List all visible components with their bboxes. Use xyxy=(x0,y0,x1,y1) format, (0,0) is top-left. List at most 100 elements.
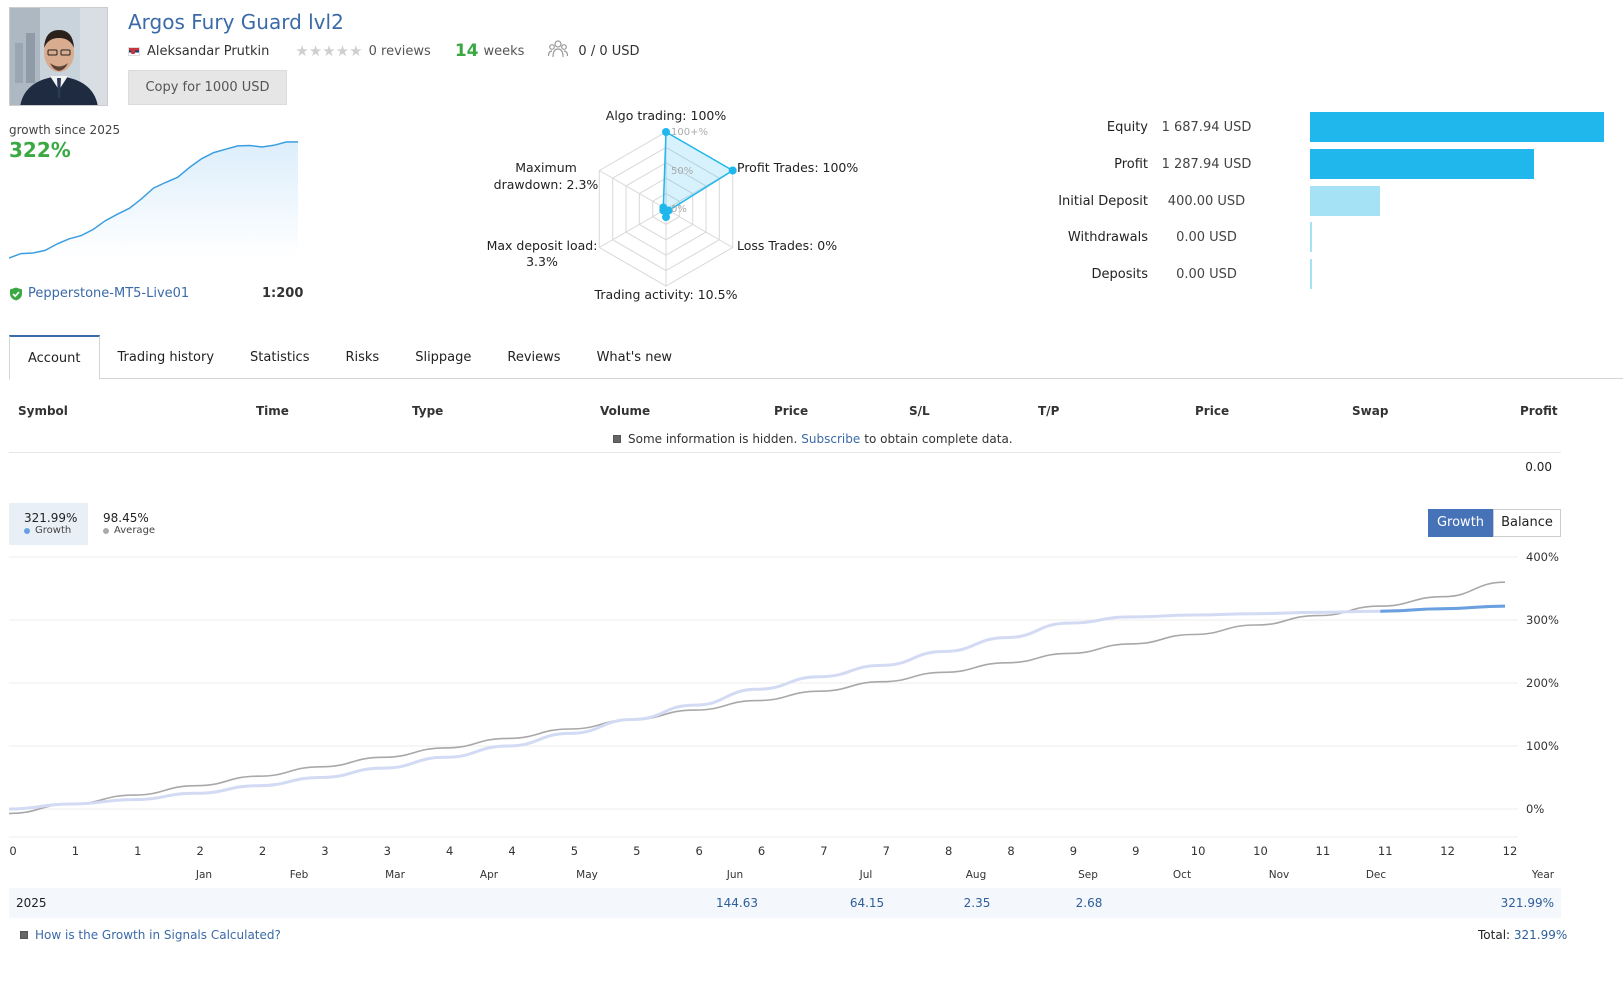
radar-axis xyxy=(599,170,667,210)
total-value: 321.99% xyxy=(1513,928,1568,942)
tab-account[interactable]: Account xyxy=(9,335,100,380)
author-name[interactable]: Aleksandar Prutkin xyxy=(147,43,270,59)
year-total-value: 321.99% xyxy=(1500,896,1554,910)
signal-meta: Aleksandar Prutkin ★★★★★ 0 reviews 14 we… xyxy=(128,40,640,61)
month-label: Oct xyxy=(1173,869,1191,881)
radar-scale-0: 0% xyxy=(671,204,687,215)
growth-calc-link-text[interactable]: How is the Growth in Signals Calculated? xyxy=(35,928,281,942)
balance-row: Profit 1 287.94 USD xyxy=(1040,149,1534,179)
balance-row: Deposits 0.00 USD xyxy=(1040,259,1312,289)
tab-reviews[interactable]: Reviews xyxy=(507,349,561,365)
column-header[interactable]: S/L xyxy=(909,404,930,418)
column-header[interactable]: Price xyxy=(1195,404,1230,418)
broker-name[interactable]: Pepperstone-MT5-Live01 xyxy=(28,286,190,301)
weeks-count: 14 xyxy=(454,41,479,61)
verified-shield-icon xyxy=(10,287,22,300)
balance-bar[interactable] xyxy=(1310,112,1604,142)
mini-growth-area xyxy=(9,141,298,258)
growth-chart[interactable]: 400%300%200%100%0% 0 1 1 2 2 3 3 4 4 5 5 6 6 7 7 8 8 9 9 10… xyxy=(0,545,1623,885)
x-tick-label: 0 xyxy=(9,844,16,858)
balance-bar[interactable] xyxy=(1310,222,1312,252)
signal-title[interactable]: Argos Fury Guard lvl2 xyxy=(128,10,344,34)
x-tick-label: 1 xyxy=(72,844,79,858)
y-tick-label: 100% xyxy=(1526,739,1559,753)
x-tick-label: 1 xyxy=(134,844,141,858)
balance-toggle-button[interactable]: Balance xyxy=(1493,509,1561,537)
legend-growth-value: 321.99% xyxy=(24,511,78,525)
column-header[interactable]: Profit xyxy=(1520,404,1558,418)
growth-since-label: growth since 2025 xyxy=(9,123,121,137)
column-header[interactable]: Time xyxy=(256,404,289,418)
month-label: Year xyxy=(1531,869,1555,881)
column-header[interactable]: Price xyxy=(774,404,809,418)
month-label: Jul xyxy=(859,869,873,881)
growth-series-recent-line xyxy=(1380,604,1506,613)
chart-x-ticks: 0 1 1 2 2 3 3 4 4 5 5 6 6 7 7 8 8 9 9 10 10 11 11 12 12 xyxy=(9,844,1517,858)
radar-point xyxy=(659,203,668,212)
radar-scale-50: 50% xyxy=(671,166,693,177)
x-tick-label: 10 xyxy=(1191,844,1206,858)
weeks-label: weeks xyxy=(483,43,525,59)
year-label: 2025 xyxy=(16,896,47,910)
tab-risks[interactable]: Risks xyxy=(345,349,380,365)
growth-calc-link[interactable]: How is the Growth in Signals Calculated? xyxy=(20,928,281,942)
balance-label: Withdrawals xyxy=(1067,229,1148,245)
balance-label: Equity xyxy=(1106,119,1148,135)
subscribe-link[interactable]: Subscribe xyxy=(801,432,861,446)
x-tick-label: 5 xyxy=(633,844,640,858)
total-label: Total: xyxy=(1478,928,1511,942)
radar-label-algo: Algo trading: 100% xyxy=(606,108,727,123)
broker-server[interactable]: Pepperstone-MT5-Live01 xyxy=(9,286,189,301)
total-growth: Total: 321.99% xyxy=(1478,928,1567,942)
chart-gridlines xyxy=(9,556,1518,838)
balance-bar[interactable] xyxy=(1310,259,1312,289)
month-label: Aug xyxy=(966,869,987,881)
avatar-photo xyxy=(10,8,107,105)
balance-value: 1 287.94 USD xyxy=(1161,156,1252,172)
legend-average-value: 98.45% xyxy=(103,511,149,525)
column-header[interactable]: Swap xyxy=(1352,404,1389,418)
mini-growth-chart[interactable] xyxy=(9,140,301,262)
tab-what-s-new[interactable]: What's new xyxy=(596,349,673,365)
avatar[interactable] xyxy=(9,7,108,106)
radar-axis xyxy=(599,208,667,248)
balance-bar[interactable] xyxy=(1310,149,1534,179)
tab-statistics[interactable]: Statistics xyxy=(250,349,310,365)
x-tick-label: 11 xyxy=(1316,844,1331,858)
x-tick-label: 3 xyxy=(321,844,328,858)
balance-value: 400.00 USD xyxy=(1167,193,1246,209)
balance-row: Withdrawals 0.00 USD xyxy=(1040,222,1312,252)
monthly-growth-value: 64.15 xyxy=(849,896,885,910)
column-header[interactable]: Type xyxy=(412,404,444,418)
growth-value: 322% xyxy=(9,138,71,162)
tab-trading-history[interactable]: Trading history xyxy=(117,349,215,365)
copy-button[interactable]: Copy for 1000 USD xyxy=(128,70,287,105)
column-header[interactable]: Symbol xyxy=(18,404,68,418)
x-tick-label: 7 xyxy=(820,844,827,858)
month-label: Sep xyxy=(1078,869,1098,881)
x-tick-label: 2 xyxy=(196,844,203,858)
x-tick-label: 7 xyxy=(883,844,890,858)
balance-bar[interactable] xyxy=(1310,186,1380,216)
profit-total: 0.00 xyxy=(1525,460,1552,474)
table-divider xyxy=(9,452,1561,453)
tab-slippage[interactable]: Slippage xyxy=(415,349,472,365)
month-label: Feb xyxy=(290,869,309,881)
month-label: Apr xyxy=(480,869,499,881)
month-label: Nov xyxy=(1269,869,1290,881)
reviews-count[interactable]: 0 reviews xyxy=(368,43,431,59)
column-header[interactable]: Volume xyxy=(600,404,651,418)
month-label: Jan xyxy=(195,869,212,881)
radar-chart: 100+% 50% 0% Algo trading: 100% Profit T… xyxy=(487,108,859,302)
column-header[interactable]: T/P xyxy=(1038,404,1060,418)
y-tick-label: 400% xyxy=(1526,550,1559,564)
average-series-line xyxy=(8,581,1506,815)
month-label: Jun xyxy=(726,869,743,881)
growth-dot-icon xyxy=(24,527,30,534)
legend-growth[interactable]: 321.99% Growth xyxy=(9,503,88,545)
month-label: Mar xyxy=(385,869,405,881)
mini-growth-line xyxy=(9,141,299,259)
legend-average[interactable]: 98.45% Average xyxy=(103,503,155,545)
radar-label-loss: Loss Trades: 0% xyxy=(737,238,837,253)
growth-toggle-button[interactable]: Growth xyxy=(1428,509,1493,537)
